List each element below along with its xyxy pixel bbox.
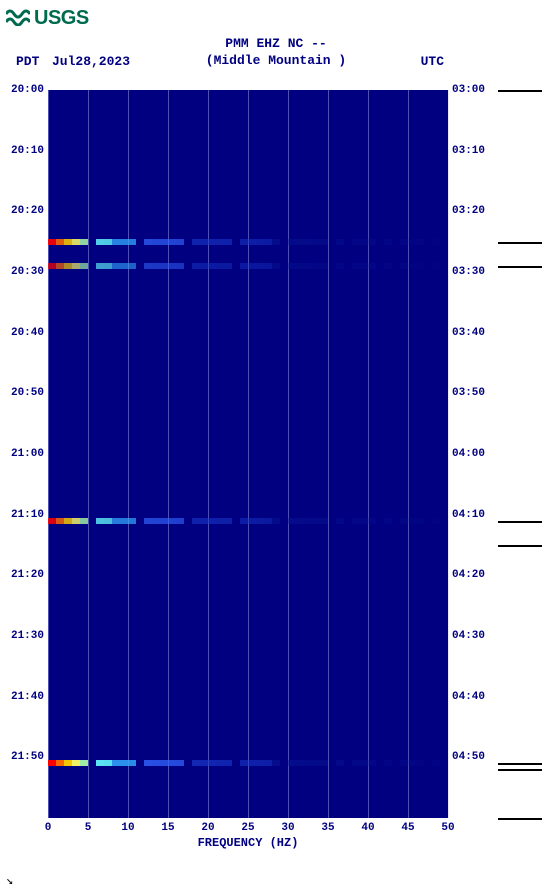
timezone-left: PDT — [16, 54, 39, 69]
y-tick-left: 20:50 — [11, 387, 44, 399]
x-tick: 20 — [201, 822, 214, 834]
event-rail — [498, 90, 542, 818]
x-tick: 0 — [45, 822, 52, 834]
spectral-event — [48, 239, 448, 245]
rail-tick — [498, 242, 542, 244]
y-tick-left: 21:20 — [11, 569, 44, 581]
grid-line — [128, 90, 129, 818]
x-tick: 10 — [121, 822, 134, 834]
usgs-logo: USGS — [6, 6, 89, 31]
x-tick: 45 — [401, 822, 414, 834]
x-tick: 15 — [161, 822, 174, 834]
y-tick-left: 20:30 — [11, 266, 44, 278]
grid-line — [48, 90, 49, 818]
grid-line — [328, 90, 329, 818]
grid-line — [448, 90, 449, 818]
spectral-event — [48, 263, 448, 269]
x-tick: 35 — [321, 822, 334, 834]
y-tick-left: 21:00 — [11, 448, 44, 460]
y-tick-right: 03:20 — [452, 205, 485, 217]
y-tick-left: 20:00 — [11, 84, 44, 96]
grid-line — [168, 90, 169, 818]
x-tick: 30 — [281, 822, 294, 834]
footer-mark: ↘ — [6, 873, 13, 888]
y-tick-left: 21:10 — [11, 509, 44, 521]
y-tick-left: 21:40 — [11, 691, 44, 703]
grid-line — [88, 90, 89, 818]
usgs-wave-icon — [6, 6, 30, 31]
spectral-event — [48, 760, 448, 766]
grid-line — [288, 90, 289, 818]
grid-line — [368, 90, 369, 818]
grid-line — [408, 90, 409, 818]
y-tick-right: 03:30 — [452, 266, 485, 278]
grid-line — [208, 90, 209, 818]
usgs-logo-text: USGS — [34, 7, 89, 30]
x-tick: 50 — [441, 822, 454, 834]
y-tick-left: 20:20 — [11, 205, 44, 217]
y-tick-right: 03:50 — [452, 387, 485, 399]
station-code: PMM EHZ NC -- — [0, 36, 552, 53]
y-tick-right: 04:50 — [452, 751, 485, 763]
x-tick: 25 — [241, 822, 254, 834]
y-tick-left: 20:40 — [11, 327, 44, 339]
x-tick: 5 — [85, 822, 92, 834]
rail-tick — [498, 818, 542, 820]
x-tick: 40 — [361, 822, 374, 834]
y-tick-right: 04:40 — [452, 691, 485, 703]
y-tick-right: 04:30 — [452, 630, 485, 642]
rail-tick — [498, 763, 542, 765]
header-date: Jul28,2023 — [52, 54, 130, 69]
rail-tick — [498, 90, 542, 92]
spectrogram-plot: FREQUENCY (HZ) 0510152025303540455020:00… — [48, 90, 448, 818]
grid-line — [248, 90, 249, 818]
y-tick-right: 03:10 — [452, 145, 485, 157]
timezone-right: UTC — [421, 54, 444, 69]
spectral-event — [48, 518, 448, 524]
y-tick-right: 04:20 — [452, 569, 485, 581]
y-tick-right: 03:40 — [452, 327, 485, 339]
y-tick-left: 21:30 — [11, 630, 44, 642]
y-tick-right: 04:10 — [452, 509, 485, 521]
x-axis-label: FREQUENCY (HZ) — [198, 836, 299, 850]
rail-tick — [498, 266, 542, 268]
y-tick-left: 21:50 — [11, 751, 44, 763]
rail-tick — [498, 545, 542, 547]
rail-tick — [498, 769, 542, 771]
y-tick-right: 04:00 — [452, 448, 485, 460]
y-tick-right: 03:00 — [452, 84, 485, 96]
rail-tick — [498, 521, 542, 523]
y-tick-left: 20:10 — [11, 145, 44, 157]
